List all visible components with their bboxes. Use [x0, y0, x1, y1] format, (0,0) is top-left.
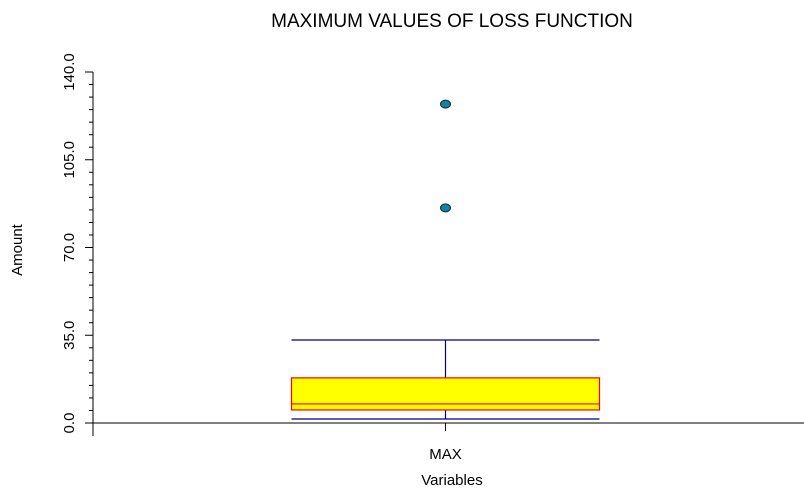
- y-tick-label: 105.0: [61, 141, 78, 179]
- y-tick-label: 140.0: [61, 53, 78, 91]
- y-tick-label: 70.0: [61, 233, 78, 262]
- outlier: [440, 203, 451, 213]
- chart-title: MAXIMUM VALUES OF LOSS FUNCTION: [271, 11, 633, 32]
- y-axis-label: Amount: [9, 223, 26, 276]
- x-axis-label: Variables: [421, 472, 482, 489]
- y-tick-label: 0.0: [61, 413, 78, 434]
- outlier: [440, 99, 451, 109]
- y-tick-label: 35.0: [61, 321, 78, 350]
- x-tick-label: MAX: [429, 446, 462, 463]
- box: [290, 377, 601, 411]
